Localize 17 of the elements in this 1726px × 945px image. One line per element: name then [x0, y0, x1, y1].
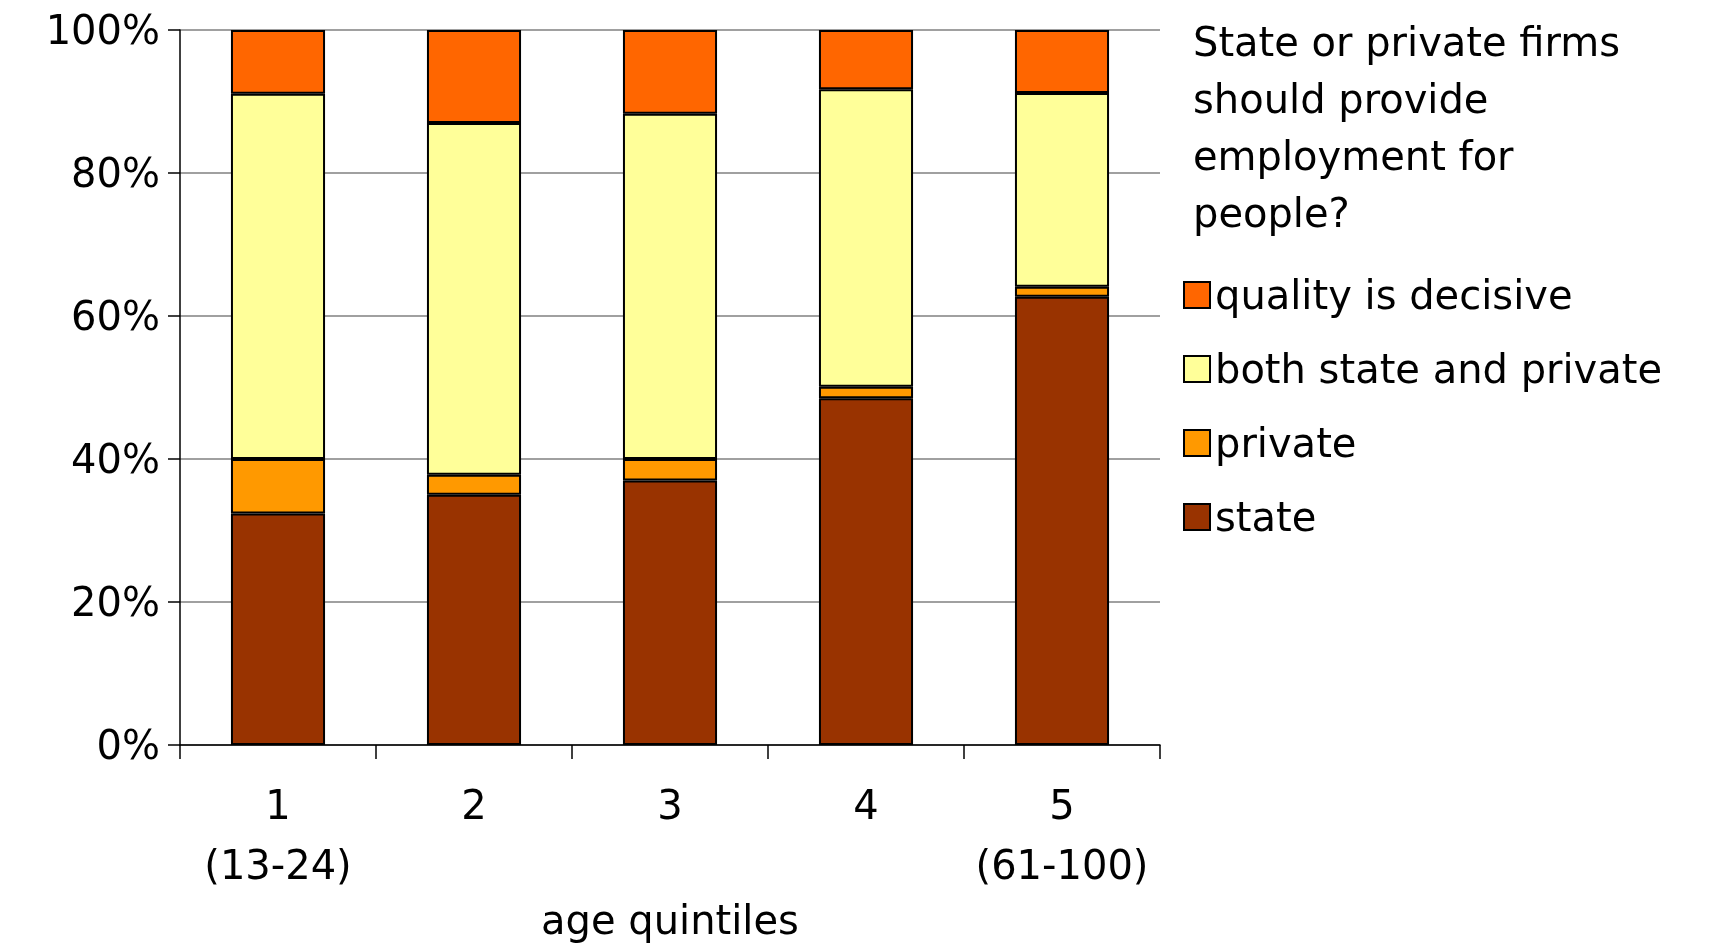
y-tick-label: 80% [71, 150, 160, 197]
x-tick-label: 4 [853, 782, 879, 829]
x-axis-title: age quintiles [541, 897, 799, 943]
legend-label: quality is decisive [1215, 272, 1573, 318]
y-tick-label: 100% [45, 7, 160, 53]
legend-label: state [1215, 494, 1317, 540]
legend-title: State or private firms should provide employment for people? [1193, 18, 1621, 236]
x-tick-label: 3 [657, 782, 683, 829]
y-tick-label: 60% [71, 293, 160, 340]
x-tick-label: 2 [461, 782, 487, 829]
legend-label: both state and private [1215, 346, 1663, 392]
x-tick-label: 5 (61-100) [975, 782, 1149, 889]
y-tick-label: 40% [71, 436, 160, 483]
x-tick-label: 1 (13-24) [204, 782, 352, 889]
legend-label: private [1215, 420, 1357, 466]
y-tick-label: 20% [71, 579, 160, 626]
y-tick-label: 0% [96, 722, 160, 769]
